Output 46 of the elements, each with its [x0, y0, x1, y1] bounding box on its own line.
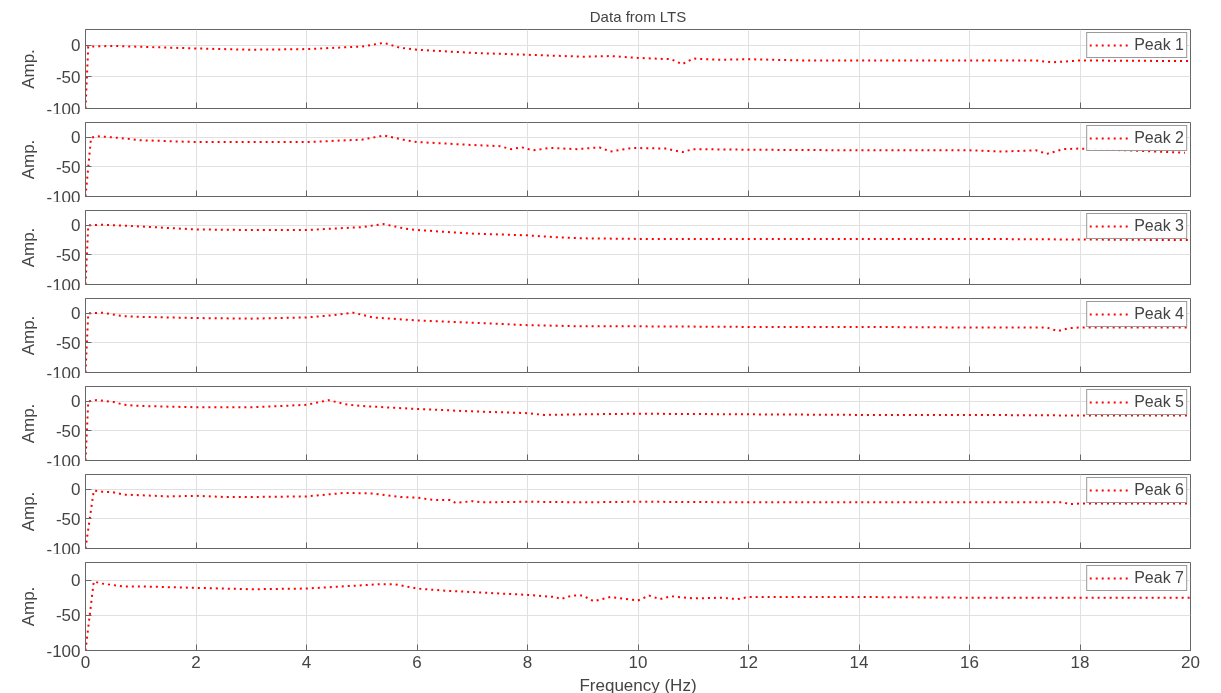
y-axis-title: Amp.	[19, 586, 39, 627]
y-axis-title: Amp.	[19, 227, 39, 268]
y-tick-label: -50	[55, 509, 81, 529]
y-tick-label: -100	[46, 641, 81, 661]
y-axis-title: Amp.	[19, 403, 39, 444]
y-tick-label: 0	[71, 128, 81, 148]
legend-label: Peak 6	[1134, 481, 1184, 499]
y-tick-label: -50	[55, 157, 81, 177]
x-tick-label: 16	[960, 652, 979, 672]
y-tick-label: -100	[46, 539, 81, 559]
y-tick-label: 0	[71, 304, 81, 324]
x-tick-label: 8	[522, 652, 533, 672]
y-tick-label: -50	[55, 333, 81, 353]
x-tick-label: 4	[301, 652, 312, 672]
x-tick-label: 10	[628, 652, 648, 672]
y-axis-title: Amp.	[19, 315, 39, 356]
y-tick-label: 0	[71, 36, 81, 56]
y-tick-label: -50	[55, 245, 81, 265]
legend-label: Peak 5	[1134, 393, 1184, 411]
y-axis-title: Amp.	[19, 139, 39, 180]
x-tick-label: 20	[1181, 652, 1200, 672]
legend-label: Peak 7	[1134, 569, 1184, 587]
y-tick-label: -100	[46, 275, 81, 295]
y-tick-label: -100	[46, 451, 81, 471]
legend-label: Peak 1	[1134, 36, 1184, 54]
legend-label: Peak 3	[1134, 217, 1184, 235]
y-tick-label: -50	[55, 67, 81, 87]
y-tick-label: -50	[55, 421, 81, 441]
y-tick-label: 0	[71, 216, 81, 236]
y-tick-label: -100	[46, 187, 81, 207]
y-tick-label: -100	[46, 363, 81, 383]
y-tick-label: -50	[55, 606, 81, 626]
x-tick-label: 12	[739, 652, 758, 672]
legend-label: Peak 4	[1134, 305, 1184, 323]
legend-label: Peak 2	[1134, 129, 1184, 147]
y-tick-label: 0	[71, 480, 81, 500]
y-tick-label: 0	[71, 392, 81, 412]
x-tick-label: 18	[1070, 652, 1090, 672]
y-axis-title: Amp.	[19, 491, 39, 532]
y-axis-title: Amp.	[19, 49, 39, 89]
y-tick-label: -100	[46, 99, 81, 119]
chart-title: Data from LTS	[589, 7, 687, 25]
x-tick-label: 6	[412, 652, 422, 672]
y-tick-label: 0	[71, 571, 81, 591]
x-tick-label: 14	[849, 652, 869, 672]
x-tick-label: 2	[191, 652, 201, 672]
